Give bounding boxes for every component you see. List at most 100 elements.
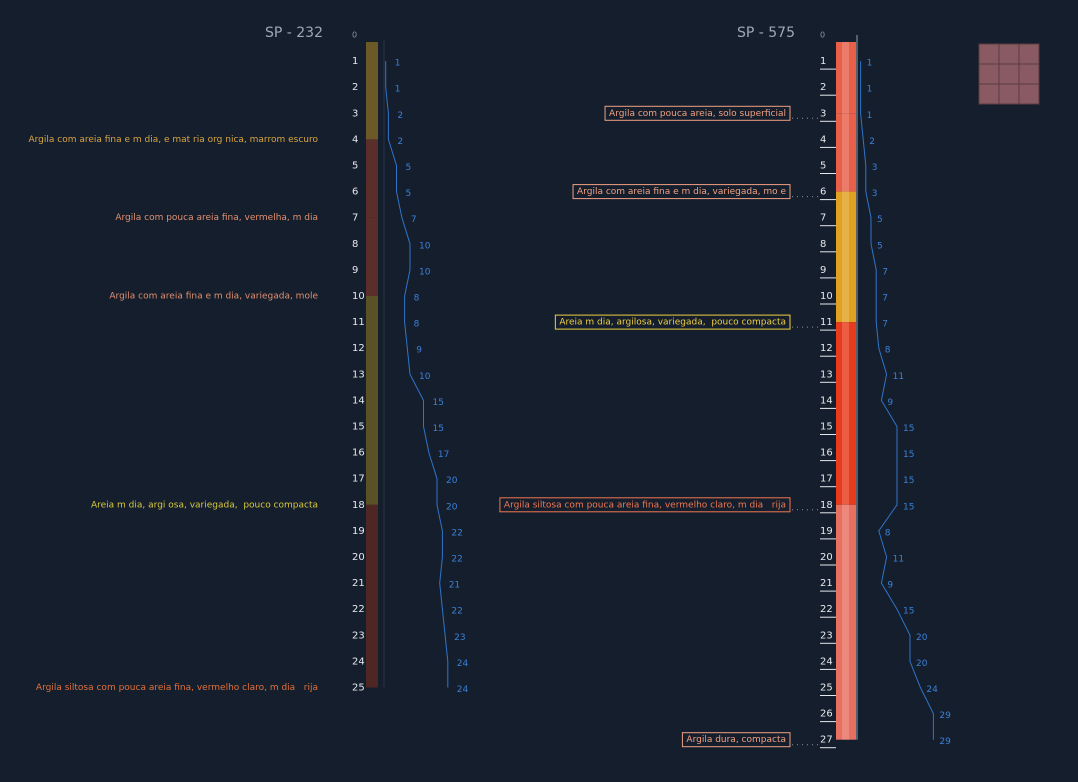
spt-value: 9	[416, 346, 422, 356]
layer-label: Argila com pouca areia fina, vermelha, m…	[115, 213, 318, 223]
spt-value: 5	[877, 241, 883, 251]
depth-label: 0	[352, 31, 357, 40]
spt-value: 2	[397, 111, 403, 121]
depth-label: 2	[352, 82, 358, 93]
depth-label: 4	[820, 134, 826, 145]
depth-label: 22	[820, 604, 833, 615]
spt-value: 8	[414, 320, 420, 330]
spt-value: 24	[926, 685, 938, 695]
soil-layer	[836, 42, 856, 114]
layer-label: Argila com areia fina e m dia, variegada…	[109, 292, 318, 302]
borehole-title: SP - 232	[265, 25, 323, 41]
spt-value: 29	[939, 737, 951, 747]
depth-label: 1	[820, 56, 826, 67]
spt-value: 15	[903, 476, 914, 486]
layer-label: Argila siltosa com pouca areia fina, ver…	[36, 683, 318, 693]
spt-value: 8	[885, 528, 891, 538]
spt-value: 9	[887, 581, 893, 591]
layer-label: Argila dura, compacta	[686, 735, 786, 745]
spt-value: 20	[916, 633, 928, 643]
depth-label: 12	[352, 343, 365, 354]
spt-value: 5	[406, 189, 412, 199]
layer-highlight	[842, 191, 849, 323]
depth-label: 14	[352, 395, 365, 406]
spt-value: 21	[449, 581, 460, 591]
layer-highlight	[842, 113, 849, 192]
spt-value: 8	[414, 294, 420, 304]
depth-label: 23	[820, 630, 833, 641]
soil-layer	[366, 42, 378, 140]
spt-value: 1	[395, 59, 401, 69]
spt-value: 15	[903, 607, 914, 617]
depth-label: 22	[352, 604, 365, 615]
spt-value: 11	[893, 372, 904, 382]
spt-value: 3	[872, 163, 878, 173]
depth-label: 10	[820, 291, 833, 302]
spt-value: 1	[867, 85, 873, 95]
layer-label: Areia m dia, argilosa, variegada, pouco …	[559, 318, 786, 328]
spt-value: 7	[882, 267, 888, 277]
depth-label: 23	[352, 630, 365, 641]
depth-label: 9	[352, 265, 358, 276]
depth-label: 7	[352, 213, 358, 224]
spt-value: 5	[877, 215, 883, 225]
depth-label: 1	[352, 56, 358, 67]
layer-highlight	[842, 322, 849, 505]
depth-label: 24	[820, 656, 833, 667]
layer-label: Argila com pouca areia, solo superficial	[609, 109, 786, 119]
depth-label: 18	[352, 500, 365, 511]
depth-label: 7	[820, 213, 826, 224]
depth-label: 15	[820, 422, 833, 433]
spt-value: 15	[903, 424, 914, 434]
depth-label: 6	[352, 187, 358, 198]
depth-label: 12	[820, 343, 833, 354]
label-box	[681, 732, 791, 748]
depth-label: 14	[820, 395, 833, 406]
spt-value: 7	[411, 215, 417, 225]
soil-layer	[366, 296, 378, 505]
depth-label: 3	[352, 108, 358, 119]
spt-value: 24	[457, 685, 469, 695]
soil-layer	[366, 217, 378, 296]
depth-label: 13	[352, 369, 365, 380]
depth-label: 25	[820, 683, 833, 694]
depth-label: 3	[820, 108, 826, 119]
depth-label: 19	[820, 526, 833, 537]
spt-line	[860, 61, 934, 740]
soil-layer	[836, 113, 856, 192]
spt-value: 7	[882, 294, 888, 304]
depth-label: 11	[352, 317, 365, 328]
spt-value: 15	[433, 398, 444, 408]
label-box	[554, 314, 791, 330]
spt-value: 1	[395, 85, 401, 95]
depth-label: 8	[352, 239, 358, 250]
depth-label: 20	[352, 552, 365, 563]
depth-label: 27	[820, 735, 833, 746]
spt-value: 2	[869, 137, 875, 147]
depth-label: 25	[352, 683, 365, 694]
spt-value: 5	[406, 163, 412, 173]
spt-value: 11	[893, 555, 904, 565]
spt-value: 23	[454, 633, 465, 643]
spt-value: 8	[885, 346, 891, 356]
layer-highlight	[842, 504, 849, 740]
soil-layer	[836, 504, 856, 740]
depth-label: 18	[820, 500, 833, 511]
icon-tile	[978, 43, 1040, 105]
depth-label: 19	[352, 526, 365, 537]
spt-value: 10	[419, 372, 431, 382]
spt-value: 15	[903, 450, 914, 460]
depth-label: 2	[820, 82, 826, 93]
spt-value: 9	[887, 398, 893, 408]
spt-value: 1	[867, 111, 873, 121]
depth-label: 15	[352, 422, 365, 433]
depth-label: 20	[820, 552, 833, 563]
label-box	[499, 497, 791, 513]
spt-value: 2	[397, 137, 403, 147]
spt-value: 1	[867, 59, 873, 69]
spt-value: 24	[457, 659, 469, 669]
depth-label: 16	[352, 448, 365, 459]
spt-value: 29	[939, 711, 951, 721]
depth-label: 9	[820, 265, 826, 276]
